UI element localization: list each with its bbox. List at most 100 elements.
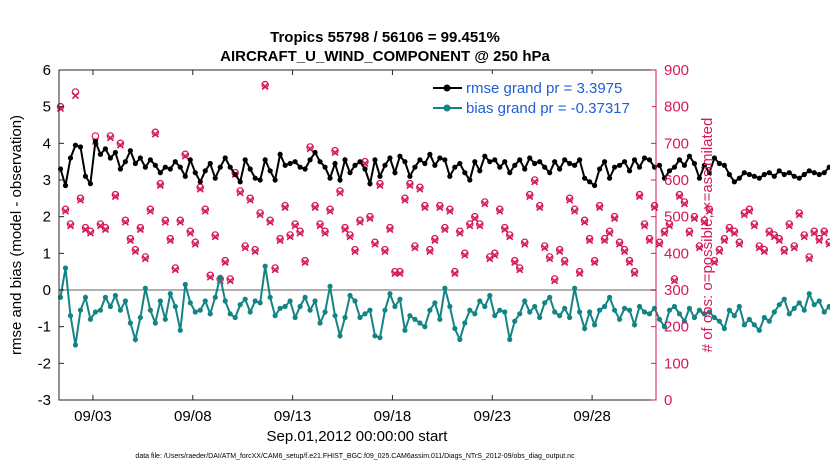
obs-assimilated-point [805, 255, 813, 263]
rmse-point [666, 168, 673, 174]
rmse-point [82, 173, 89, 179]
bias-point [252, 298, 258, 304]
obs-assimilated-point [151, 130, 159, 138]
rmse-point [212, 175, 218, 181]
obs-assimilated-point [620, 247, 629, 256]
obs-assimilated-point [386, 225, 394, 234]
obs-possible-point [800, 231, 809, 239]
bias-point [631, 322, 638, 328]
obs-possible-point [246, 194, 254, 203]
obs-assimilated-point [276, 236, 284, 245]
obs-assimilated-point [516, 266, 524, 274]
obs-possible-point [505, 231, 514, 239]
obs-possible-point [276, 234, 284, 243]
legend-bias-label: bias grand pr = -0.37317 [466, 100, 630, 117]
rmse-point [537, 159, 543, 165]
bias-point [167, 291, 173, 297]
chart-title: Tropics 55798 / 56106 = 99.451% [270, 29, 500, 46]
obs-assimilated-point [336, 189, 344, 197]
rmse-point [636, 164, 643, 170]
rmse-point [162, 164, 168, 170]
obs-possible-point [261, 80, 269, 89]
rmse-point [297, 164, 303, 170]
obs-assimilated-point [785, 222, 793, 230]
rmse-point [452, 164, 458, 170]
obs-assimilated-point [645, 236, 654, 245]
obs-possible-point [565, 194, 574, 203]
rmse-point [62, 182, 69, 189]
obs-assimilated-point [321, 229, 329, 237]
legend-rmse-marker [443, 84, 451, 92]
bias-point [452, 325, 458, 332]
bias-point [522, 298, 528, 304]
rmse-point [811, 170, 817, 176]
bias-point [352, 298, 358, 304]
bias-point [217, 274, 223, 280]
obs-possible-point [76, 194, 85, 203]
bias-point [736, 303, 742, 310]
rmse-point [432, 162, 438, 168]
x-tick-label: 09/13 [274, 408, 312, 425]
rmse-point [422, 160, 428, 167]
rmse-point [262, 157, 268, 163]
y-tick-label-left: 5 [43, 99, 51, 116]
rmse-point [731, 179, 737, 185]
obs-assimilated-point [236, 189, 244, 197]
rmse-point [477, 168, 483, 174]
bias-point [562, 305, 568, 311]
bias-point [127, 320, 133, 326]
obs-assimilated-point [206, 273, 214, 281]
obs-assimilated-point [341, 225, 349, 234]
bias-point [691, 314, 698, 321]
rmse-point [631, 157, 638, 163]
y-tick-label-right: 100 [664, 355, 689, 372]
right-axis: 0 100 200 300 400 500 600 700 800 900 [651, 62, 689, 409]
obs-possible-point [735, 238, 744, 247]
bias-point [567, 314, 573, 321]
rmse-point [382, 162, 388, 168]
bias-point [62, 265, 69, 271]
bias-point [377, 335, 383, 341]
obs-assimilated-point [755, 244, 763, 252]
obs-assimilated-point [81, 225, 90, 234]
obs-possible-point [356, 216, 364, 225]
bias-point [207, 311, 213, 317]
obs-assimilated-point [810, 229, 818, 237]
obs-possible-point [266, 216, 274, 225]
bias-point [247, 309, 253, 315]
bias-point [472, 311, 478, 317]
obs-assimilated-point [196, 185, 204, 193]
rmse-point [437, 155, 443, 161]
y-tick-label-left: 3 [43, 172, 51, 189]
obs-possible-point [371, 238, 379, 247]
rmse-point [711, 155, 718, 161]
obs-assimilated-point [446, 207, 454, 215]
obs-possible-point [525, 190, 534, 199]
bias-point [212, 294, 218, 300]
bias-point [776, 302, 782, 308]
obs-assimilated-point [700, 218, 708, 226]
rmse-point [791, 173, 797, 179]
obs-assimilated-point [111, 192, 119, 201]
rmse-point [317, 159, 323, 165]
rmse-point [552, 159, 558, 165]
y-tick-label-right: 0 [664, 392, 672, 409]
rmse-point [182, 173, 188, 179]
bias-point [297, 303, 303, 310]
bias-point [721, 325, 727, 332]
obs-assimilated-point [750, 222, 758, 230]
bias-point [122, 298, 128, 304]
obs-assimilated-point [521, 240, 529, 248]
obs-possible-point [515, 264, 524, 272]
obs-possible-point [650, 201, 659, 210]
obs-possible-point [331, 146, 339, 155]
obs-possible-point [785, 220, 794, 228]
bias-point [656, 316, 663, 322]
obs-assimilated-point [606, 229, 614, 237]
rmse-point [736, 175, 742, 181]
rmse-point [547, 170, 553, 176]
bias-point [681, 318, 688, 324]
bias-point [97, 307, 104, 313]
obs-possible-point [495, 205, 504, 214]
